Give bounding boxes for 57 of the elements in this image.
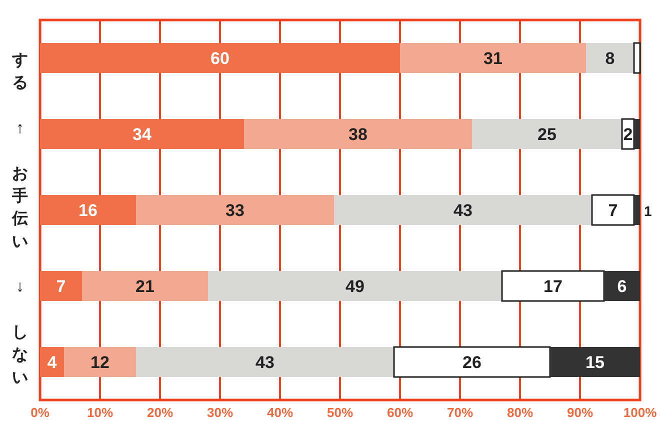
bar — [40, 195, 136, 225]
data-label: 12 — [90, 353, 110, 372]
bar — [136, 347, 394, 377]
bar — [40, 119, 244, 149]
x-tick-label: 50% — [326, 405, 354, 420]
data-label: 7 — [608, 201, 618, 220]
data-label: 34 — [132, 125, 152, 144]
data-label: 7 — [56, 277, 66, 296]
bar — [136, 195, 334, 225]
x-tick-label: 0% — [30, 405, 50, 420]
bar — [82, 271, 208, 301]
bar — [393, 346, 551, 378]
data-label: 38 — [348, 125, 368, 144]
x-tick-label: 30% — [206, 405, 234, 420]
x-tick-label: 60% — [386, 405, 414, 420]
data-label: 4 — [47, 353, 58, 372]
bar — [40, 43, 400, 73]
bar — [40, 347, 64, 377]
bar — [334, 195, 592, 225]
x-tick-label: 40% — [266, 405, 294, 420]
bar — [40, 271, 82, 301]
bar — [400, 43, 586, 73]
bar — [586, 43, 634, 73]
data-label: 26 — [462, 353, 482, 372]
data-label: 17 — [544, 277, 562, 296]
text: する ↑ お手伝い ↓ しない — [12, 52, 28, 386]
bar — [604, 271, 640, 301]
bar — [244, 119, 472, 149]
x-tick-label: 100% — [623, 405, 658, 420]
data-label: 31 — [484, 49, 502, 68]
data-label: 2 — [623, 125, 633, 144]
bar — [634, 119, 640, 149]
bar — [208, 271, 502, 301]
x-tick-label: 90% — [566, 405, 594, 420]
data-label: 21 — [136, 277, 154, 296]
x-tick-label: 10% — [86, 405, 114, 420]
data-label: 15 — [586, 353, 604, 372]
data-label: 1 — [644, 203, 652, 219]
data-label: 25 — [538, 125, 556, 144]
bar — [634, 195, 640, 225]
data-label: 16 — [78, 201, 98, 220]
x-tick-label: 70% — [446, 405, 474, 420]
x-tick-label: 80% — [506, 405, 534, 420]
data-label: 8 — [605, 49, 615, 68]
data-label: 43 — [256, 353, 274, 372]
data-label: 43 — [454, 201, 472, 220]
bar — [633, 42, 641, 74]
bar — [591, 194, 635, 226]
data-label: 6 — [617, 277, 627, 296]
bar — [472, 119, 622, 149]
data-label: 60 — [210, 49, 230, 68]
data-label: 33 — [226, 201, 244, 220]
bar — [550, 347, 640, 377]
bar — [501, 270, 605, 302]
data-label: 49 — [346, 277, 364, 296]
x-tick-label: 20% — [146, 405, 174, 420]
bar — [64, 347, 136, 377]
